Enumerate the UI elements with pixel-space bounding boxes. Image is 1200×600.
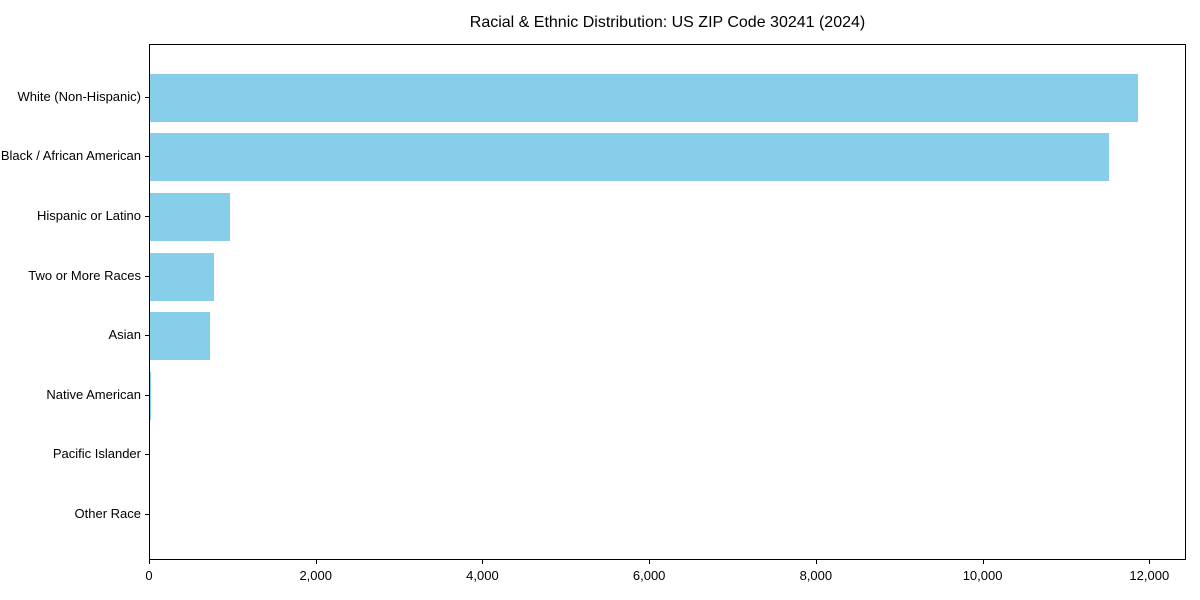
y-tick-mark [145,96,149,98]
y-tick-label-other-race: Other Race [74,505,141,521]
y-tick-label-native-american: Native American [46,386,141,402]
x-tick-mark [815,560,817,564]
y-tick-mark [145,394,149,396]
bar-asian [150,312,210,361]
x-tick-label-8000: 8,000 [799,568,833,583]
y-tick-mark [145,275,149,277]
y-tick-label-hispanic-or-latino: Hispanic or Latino [36,207,141,223]
plot-area [149,44,1186,560]
y-tick-mark [145,513,149,515]
bar-white-non-hispanic [150,73,1138,122]
y-tick-mark [145,215,149,217]
y-tick-mark [145,156,149,158]
y-tick-label-pacific-islander: Pacific Islander [52,446,141,462]
y-tick-label-white-non-hispanic: White (Non-Hispanic) [17,88,141,104]
x-tick-label-4000: 4,000 [466,568,499,583]
x-tick-label-10000: 10,000 [962,568,1003,583]
x-tick-mark [982,560,984,564]
x-tick-label-6000: 6,000 [632,568,666,583]
x-tick-label-2000: 2,000 [299,568,332,583]
chart-title: Racial & Ethnic Distribution: US ZIP Cod… [469,14,866,31]
x-tick-mark [1149,560,1151,564]
y-tick-mark [145,454,149,456]
x-tick-label-12000: 12,000 [1129,568,1170,583]
bar-black-african-american [150,133,1109,182]
x-tick-mark [649,560,651,564]
x-tick-label-0: 0 [145,568,153,583]
y-tick-label-two-or-more-races: Two or More Races [28,267,141,283]
y-tick-label-black-african-american: Black / African American [0,148,141,164]
bar-hispanic-or-latino [150,192,231,241]
x-tick-mark [315,560,317,564]
x-tick-mark [482,560,484,564]
bar-two-or-more-races [150,252,215,301]
x-tick-mark [149,560,150,564]
bar-native-american [150,371,152,420]
y-tick-label-asian: Asian [108,327,141,343]
y-tick-mark [145,335,149,337]
